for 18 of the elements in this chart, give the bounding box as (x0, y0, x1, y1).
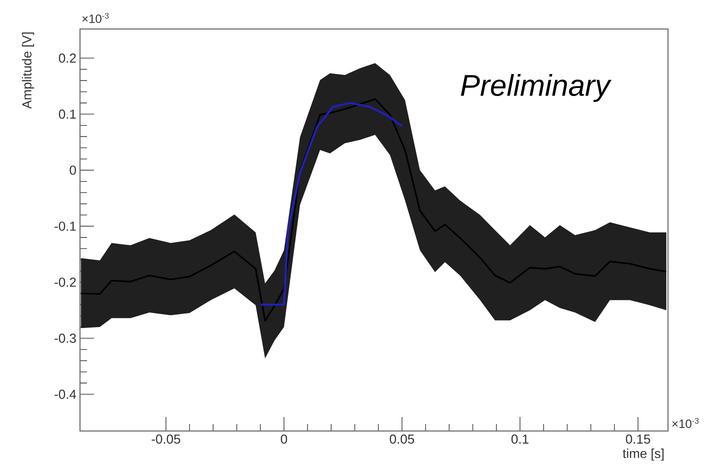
line-series (259, 102, 403, 306)
x-axis-title: time [s] (622, 448, 664, 461)
x-tick-label: 0.1 (511, 434, 528, 444)
y-tick-label: 0 (70, 166, 76, 175)
x-tick-label: -0.05 (152, 434, 180, 444)
y-tick-label: -0.2 (54, 278, 76, 287)
y-tick-label: 0.2 (58, 54, 76, 63)
text: ×10$^{-3}$ (82, 12, 109, 24)
text: ×10$^{-3}$ (672, 418, 699, 428)
x-tick-label: 0.15 (626, 434, 650, 444)
y-tick-label: 0.1 (58, 110, 76, 119)
y-tick-label: -0.3 (54, 334, 76, 343)
x-tick-label: 0 (280, 434, 288, 444)
x-tick-label: 0.05 (390, 434, 414, 444)
y-tick-label: -0.1 (54, 222, 76, 231)
y-tick-label: -0.4 (54, 390, 76, 399)
y-axis-title: Amplitude [V] (22, 32, 34, 109)
annotation: Preliminary (460, 74, 612, 102)
